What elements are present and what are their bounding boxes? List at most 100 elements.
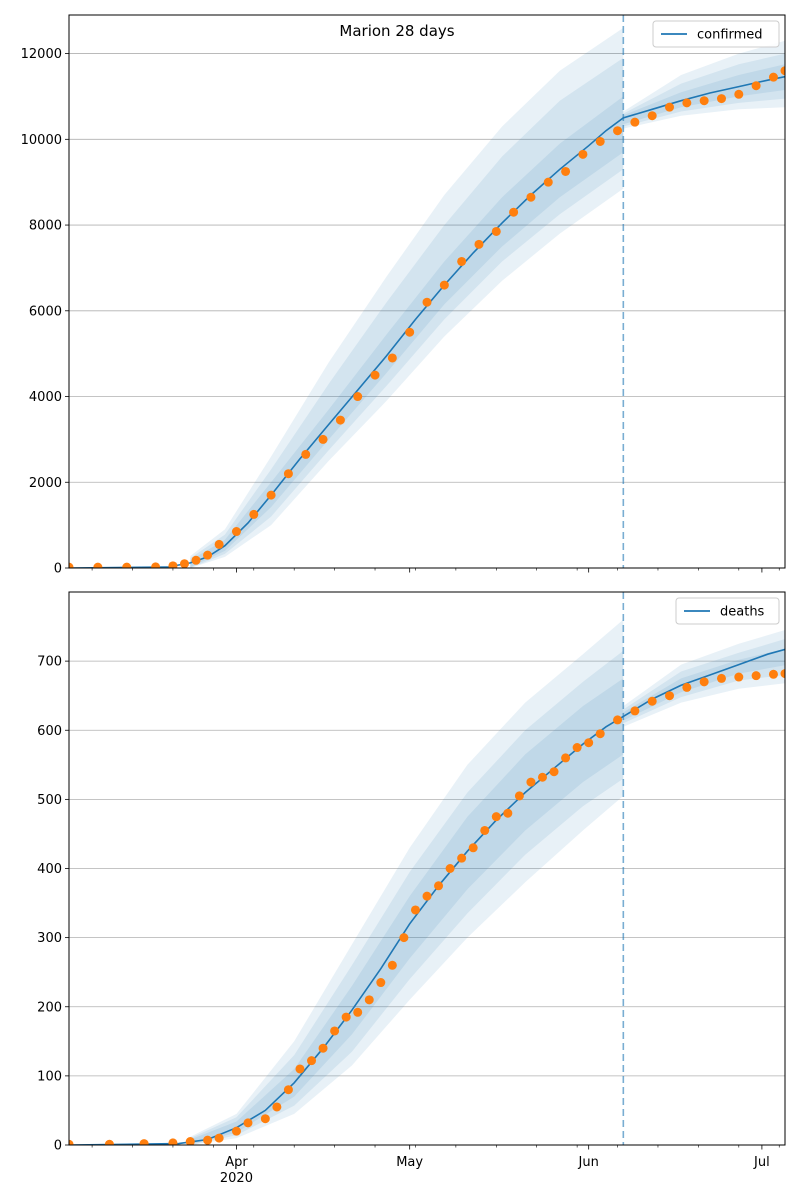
observed-point bbox=[751, 81, 761, 91]
observed-point bbox=[572, 743, 582, 753]
y-tick-label: 500 bbox=[37, 793, 62, 808]
observed-point bbox=[630, 706, 640, 716]
observed-point bbox=[301, 449, 311, 459]
observed-point bbox=[243, 1118, 253, 1128]
x-tick-sublabel: 2020 bbox=[220, 1171, 253, 1186]
observed-point bbox=[768, 72, 778, 82]
observed-point bbox=[422, 297, 432, 307]
y-tick-label: 4000 bbox=[29, 390, 62, 405]
observed-point bbox=[699, 677, 709, 687]
y-tick-label: 2000 bbox=[29, 476, 62, 491]
observed-point bbox=[179, 559, 189, 568]
observed-point bbox=[491, 812, 501, 822]
observed-point bbox=[203, 1135, 213, 1145]
observed-point bbox=[503, 808, 513, 818]
observed-point bbox=[780, 66, 785, 76]
y-tick-label: 600 bbox=[37, 724, 62, 739]
x-tick-label: Jul bbox=[753, 1155, 770, 1170]
observed-point bbox=[561, 753, 571, 763]
observed-point bbox=[341, 1012, 351, 1022]
observed-point bbox=[537, 772, 547, 782]
y-tick-label: 300 bbox=[37, 931, 62, 946]
observed-point bbox=[630, 117, 640, 127]
y-tick-label: 0 bbox=[54, 562, 62, 577]
confidence-band bbox=[190, 650, 624, 1145]
observed-point bbox=[734, 89, 744, 99]
observed-point bbox=[434, 881, 444, 891]
y-tick-label: 6000 bbox=[29, 304, 62, 319]
observed-point bbox=[295, 1064, 305, 1074]
observed-point bbox=[578, 149, 588, 159]
observed-point bbox=[699, 96, 709, 106]
observed-point bbox=[526, 777, 536, 787]
model-line bbox=[69, 75, 785, 568]
observed-point bbox=[457, 853, 467, 863]
observed-point bbox=[370, 370, 380, 380]
observed-point bbox=[480, 825, 490, 835]
confidence-band bbox=[190, 678, 624, 1145]
observed-point bbox=[353, 1007, 363, 1017]
chart-panel-confirmed: 0 2000 4000 6000 8000 10000 12000 Marion 28 day… bbox=[21, 14, 786, 577]
observed-point bbox=[283, 1085, 293, 1095]
observed-point bbox=[376, 978, 386, 988]
observed-point bbox=[647, 696, 657, 706]
observed-point bbox=[185, 1137, 195, 1145]
observed-point bbox=[665, 691, 675, 701]
chart-title: Marion 28 days bbox=[339, 22, 454, 40]
observed-point bbox=[509, 207, 519, 217]
legend-label: deaths bbox=[720, 605, 765, 620]
observed-point bbox=[283, 469, 293, 479]
observed-point bbox=[613, 126, 623, 136]
observed-point bbox=[214, 1133, 224, 1143]
observed-point bbox=[318, 434, 328, 444]
observed-point bbox=[682, 682, 692, 692]
observed-point bbox=[122, 562, 132, 568]
legend: confirmed bbox=[652, 20, 780, 48]
observed-point bbox=[439, 280, 449, 290]
observed-point bbox=[330, 1026, 340, 1036]
observed-point bbox=[93, 562, 103, 568]
observed-point bbox=[168, 561, 178, 568]
y-tick-label: 0 bbox=[54, 1139, 62, 1154]
observed-point bbox=[410, 905, 420, 915]
observed-point bbox=[203, 550, 213, 560]
plot-area bbox=[69, 592, 785, 1145]
observed-point bbox=[549, 767, 559, 777]
y-tick-label: 400 bbox=[37, 862, 62, 877]
observed-point bbox=[468, 843, 478, 853]
observed-point bbox=[716, 673, 726, 683]
plot-area bbox=[69, 15, 785, 568]
y-tick-label: 8000 bbox=[29, 219, 62, 234]
y-tick-label: 100 bbox=[37, 1069, 62, 1084]
observed-point bbox=[682, 98, 692, 108]
y-tick-label: 12000 bbox=[21, 47, 62, 62]
legend-box bbox=[652, 20, 780, 48]
observed-point bbox=[69, 562, 74, 568]
observed-point bbox=[595, 136, 605, 146]
observed-point bbox=[231, 527, 241, 537]
confidence-band bbox=[190, 619, 624, 1145]
axes-frame bbox=[68, 591, 786, 1146]
observed-point bbox=[491, 226, 501, 236]
observed-point bbox=[665, 102, 675, 112]
observed-point bbox=[335, 415, 345, 425]
observed-point bbox=[405, 327, 415, 337]
observed-point bbox=[445, 864, 455, 873]
observed-point bbox=[647, 111, 657, 121]
observed-point bbox=[104, 1139, 114, 1145]
observed-point bbox=[457, 256, 467, 266]
observed-point bbox=[249, 509, 259, 519]
legend-label: confirmed bbox=[697, 28, 763, 43]
observed-point bbox=[260, 1114, 270, 1124]
observed-point bbox=[191, 555, 201, 565]
observed-point bbox=[780, 669, 785, 679]
legend-box bbox=[675, 597, 780, 625]
observed-point bbox=[613, 715, 623, 725]
observed-point bbox=[266, 490, 276, 500]
observed-point bbox=[364, 995, 374, 1005]
observed-point bbox=[595, 729, 605, 739]
observed-point bbox=[353, 392, 363, 402]
observed-point bbox=[734, 672, 744, 682]
